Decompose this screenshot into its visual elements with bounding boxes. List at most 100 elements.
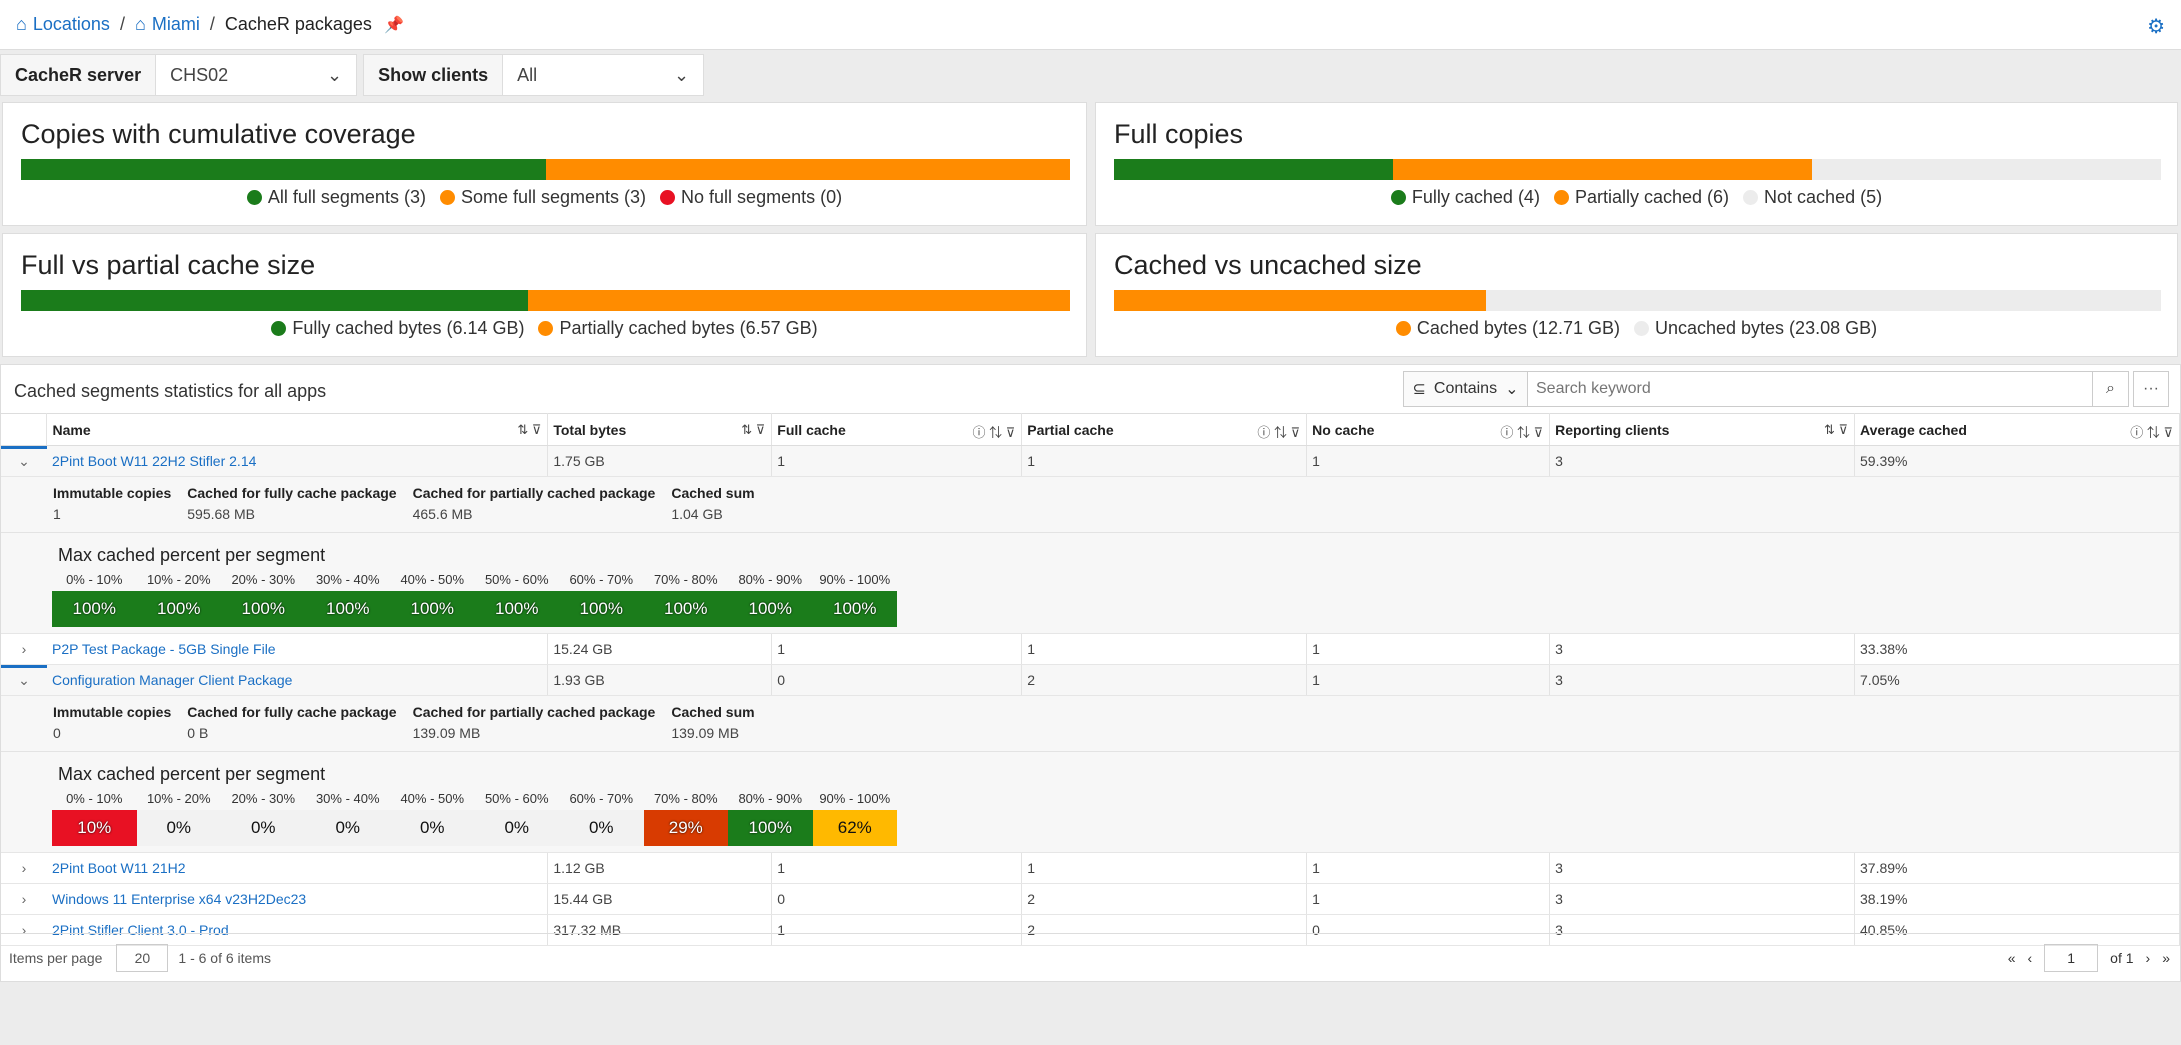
cell-total: 1.75 GB (547, 445, 773, 477)
legend-dot-icon (1390, 190, 1406, 205)
last-page-icon[interactable]: » (2162, 950, 2170, 966)
chevron-right-icon[interactable]: › (1, 914, 47, 946)
column-header[interactable]: Name ⇅ ⊽ (46, 413, 549, 446)
table-row[interactable]: ⌄ Configuration Manager Client Package 1.9… (1, 664, 2180, 696)
breadcrumb-miami[interactable]: ⌂ Miami (134, 14, 200, 34)
column-header[interactable]: Average cached ⓘ ⇅ ⊽ (1854, 413, 2180, 446)
detail-stat: Cached sum 1.04 GB (671, 485, 755, 522)
legend-item: Partially cached (6) (1553, 187, 1729, 208)
package-link[interactable]: 2Pint Boot W11 21H2 (51, 860, 186, 876)
table-row[interactable]: › 2Pint Boot W11 21H2 1.12 GB 1 1 1 3 37.89% (1, 852, 2180, 884)
cell-partial: 2 (1021, 914, 1308, 946)
table-row[interactable]: › 2Pint Stifler Client 3.0 - Prod 317.32 M… (1, 914, 2180, 946)
table-row[interactable]: › P2P Test Package - 5GB Single File 15.24… (1, 633, 2180, 665)
page-input[interactable]: 1 (2044, 944, 2099, 972)
detail-stat: Cached for partially cached package 465.6… (412, 485, 656, 522)
legend-dot-icon (246, 190, 262, 205)
filter-mode-dropdown[interactable]: ⊆ Contains ⌄ (1404, 372, 1528, 406)
breadcrumb-locations[interactable]: ⌂ Locations (16, 14, 110, 34)
segments-panel: Cached segments statistics for all apps … (0, 364, 2181, 982)
package-link[interactable]: Windows 11 Enterprise x64 v23H2Dec23 (51, 891, 307, 907)
sort-filter-icon[interactable]: ⓘ ⇅ ⊽ (972, 425, 1016, 440)
column-header[interactable]: Reporting clients ⇅ ⊽ (1549, 413, 1856, 446)
segment-range-label: 70% - 80% (653, 791, 718, 806)
cell-avg: 59.39% (1854, 445, 2180, 477)
row-detail: Immutable copies 1 Cached for fully cache … (1, 476, 2180, 634)
chevron-down-icon[interactable]: ⌄ (1, 664, 47, 696)
cell-total: 15.44 GB (547, 883, 773, 915)
detail-stat: Cached for partially cached package 139.0… (412, 704, 656, 741)
legend-dot-icon (660, 190, 676, 205)
server-select[interactable]: CHS02 ⌄ (170, 64, 343, 85)
chevron-right-icon[interactable]: › (1, 852, 47, 884)
column-header[interactable]: No cache ⓘ ⇅ ⊽ (1306, 413, 1551, 446)
package-link[interactable]: P2P Test Package - 5GB Single File (51, 641, 276, 657)
package-link[interactable]: 2Pint Stifler Client 3.0 - Prod (51, 922, 229, 938)
cell-clients: 3 (1549, 633, 1856, 665)
legend-item: Some full segments (3) (439, 187, 646, 208)
legend-item: Cached bytes (12.71 GB) (1395, 318, 1620, 339)
cell-partial: 2 (1021, 664, 1308, 696)
cell-clients: 3 (1549, 914, 1856, 946)
cell-full: 0 (771, 883, 1023, 915)
prev-page-icon[interactable]: ‹ (2027, 950, 2033, 966)
cache-size-card: Full vs partial cache size Fully cached … (2, 233, 1087, 357)
sort-filter-icon[interactable]: ⓘ ⇅ ⊽ (1500, 425, 1544, 440)
stacked-bar (1114, 159, 2161, 180)
stacked-bar (1114, 290, 2161, 311)
chevron-down-icon[interactable]: ⌄ (1, 445, 47, 477)
top-bar: ⌂ Locations / ⌂ Miami / CacheR packages 📌 … (0, 0, 2181, 50)
clients-select[interactable]: All ⌄ (517, 64, 690, 85)
segment-cell: 100% (136, 591, 221, 627)
pin-icon[interactable]: 📌 (383, 16, 404, 34)
cell-partial: 1 (1021, 445, 1308, 477)
coverage-card: Copies with cumulative coverage All full… (2, 102, 1087, 226)
bar-segment (527, 290, 1070, 311)
table-row[interactable]: › Windows 11 Enterprise x64 v23H2Dec23 15.… (1, 883, 2180, 915)
package-link[interactable]: 2Pint Boot W11 22H2 Stifler 2.14 (51, 453, 257, 469)
cell-none: 1 (1306, 883, 1551, 915)
first-page-icon[interactable]: « (2007, 950, 2016, 966)
sort-filter-icon[interactable]: ⇅ ⊽ (741, 422, 766, 437)
chevron-right-icon[interactable]: › (1, 883, 47, 915)
search-input[interactable] (1528, 372, 2092, 406)
sort-filter-icon[interactable]: ⓘ ⇅ ⊽ (1257, 425, 1301, 440)
segment-range-label: 20% - 30% (231, 572, 296, 587)
next-page-icon[interactable]: › (2145, 950, 2151, 966)
detail-stat: Immutable copies 0 (53, 704, 172, 741)
segment-range-label: 80% - 90% (738, 572, 803, 587)
segment-chart: Max cached percent per segment 0% - 10% 10… (1, 533, 2179, 633)
sort-filter-icon[interactable]: ⇅ ⊽ (517, 422, 542, 437)
home-icon: ⌂ (16, 14, 27, 34)
chevron-right-icon[interactable]: › (1, 633, 47, 665)
detail-stat: Immutable copies 1 (53, 485, 172, 522)
sort-filter-icon[interactable]: ⇅ ⊽ (1823, 422, 1849, 437)
cell-full: 1 (771, 914, 1023, 946)
search-button[interactable]: ⌕ (2092, 372, 2128, 406)
cell-none: 1 (1306, 664, 1551, 696)
filter-icon: ⊆ (1412, 381, 1426, 398)
cell-full: 1 (771, 445, 1023, 477)
cell-avg: 7.05% (1854, 664, 2180, 696)
column-header[interactable]: Total bytes ⇅ ⊽ (547, 413, 773, 446)
more-options-button[interactable]: ··· (2133, 371, 2169, 407)
segment-cell: 0% (305, 810, 390, 846)
package-link[interactable]: Configuration Manager Client Package (51, 672, 293, 688)
items-per-page-input[interactable]: 20 (116, 943, 169, 972)
debug-icon[interactable]: ⚙ (2147, 16, 2165, 38)
segment-range-label: 20% - 30% (231, 791, 296, 806)
cell-total: 15.24 GB (547, 633, 773, 665)
sort-filter-icon[interactable]: ⓘ ⇅ ⊽ (2130, 425, 2173, 440)
segment-cell: 100% (305, 591, 390, 627)
legend-item: All full segments (3) (246, 187, 426, 208)
cell-clients: 3 (1549, 852, 1856, 884)
column-header[interactable]: Full cache ⓘ ⇅ ⊽ (771, 413, 1023, 446)
segment-range-label: 50% - 60% (484, 572, 549, 587)
segment-title: Max cached percent per segment (58, 764, 326, 784)
segment-cell: 29% (643, 810, 728, 846)
cell-none: 0 (1306, 914, 1551, 946)
segment-cell: 100% (728, 591, 813, 627)
page-title: CacheR packages (224, 14, 372, 34)
table-row[interactable]: ⌄ 2Pint Boot W11 22H2 Stifler 2.14 1.75 GB… (1, 445, 2180, 477)
column-header[interactable]: Partial cache ⓘ ⇅ ⊽ (1021, 413, 1308, 446)
